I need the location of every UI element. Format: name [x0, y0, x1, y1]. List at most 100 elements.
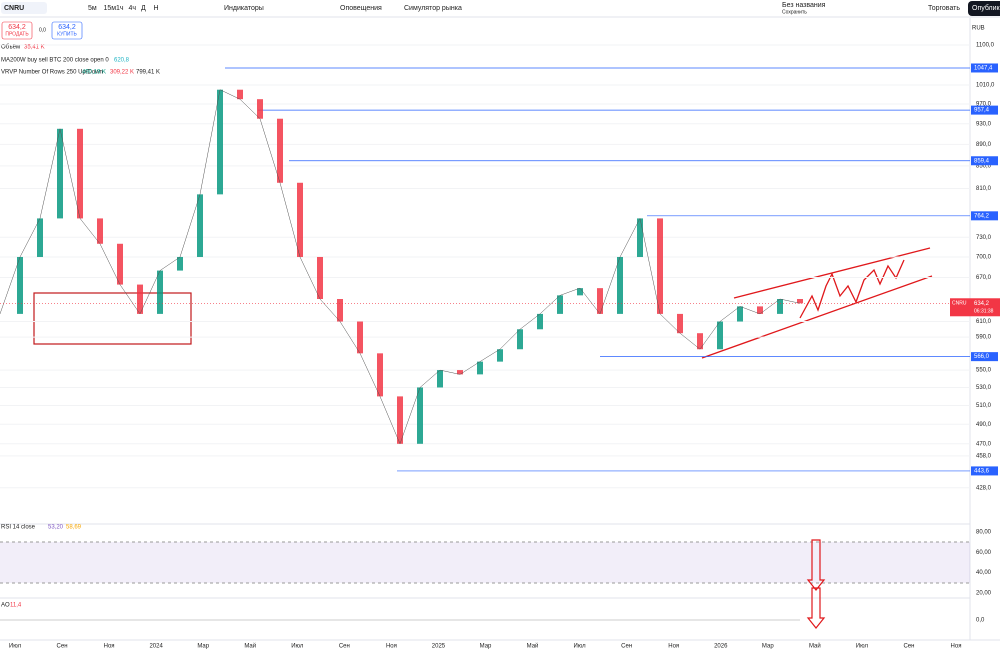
replay[interactable]: Симулятор рынка	[404, 5, 462, 12]
candle	[637, 218, 643, 257]
interval[interactable]: 15м	[104, 5, 117, 12]
price-label: 610,0	[976, 319, 992, 325]
candle	[797, 299, 803, 304]
candle	[337, 299, 343, 322]
level-tag	[971, 211, 998, 221]
vrvp-up: 490,19 K	[82, 70, 106, 76]
interval[interactable]: 5м	[88, 5, 97, 12]
vrvp-legend: VRVP Number Of Rows 250 Up/Down	[1, 70, 103, 76]
candle	[17, 256, 23, 314]
toolbar-bg	[0, 0, 1000, 17]
candle	[437, 370, 443, 388]
candle	[677, 313, 683, 334]
ao-label: 0,0	[976, 618, 985, 624]
rsi-label: 40,00	[976, 570, 992, 576]
time-label: Июл	[856, 644, 869, 650]
candle	[417, 387, 423, 444]
layout-status: Сохранить	[782, 9, 807, 15]
candle	[697, 333, 703, 350]
symbol[interactable]: CNRU	[4, 5, 24, 12]
candle	[117, 243, 123, 285]
candle	[237, 89, 243, 100]
price-label: 930,0	[976, 121, 992, 127]
candle	[197, 194, 203, 257]
price-label: 890,0	[976, 142, 992, 148]
time-label: 2025	[432, 644, 446, 650]
candle	[557, 295, 563, 314]
time-label: Ноя	[104, 644, 115, 650]
candle	[477, 361, 483, 375]
price-label: 428,0	[976, 485, 992, 491]
time-label: Мар	[762, 644, 774, 650]
level-label: 859,4	[974, 158, 990, 164]
interval[interactable]: 1ч	[116, 5, 124, 12]
trend-lower	[701, 275, 933, 359]
volume-legend: Объём	[1, 45, 20, 51]
price-label: 970,0	[976, 102, 992, 108]
candle	[77, 128, 83, 219]
time-label: 2026	[714, 644, 728, 650]
buy-btn[interactable]	[51, 21, 83, 40]
candle	[397, 396, 403, 444]
candle	[137, 284, 143, 314]
price-label: 810,0	[976, 186, 992, 192]
candle	[717, 321, 723, 350]
time-label: Май	[809, 643, 821, 650]
price-label: 510,0	[976, 403, 992, 409]
candle	[317, 256, 323, 300]
publish-btn[interactable]	[968, 1, 1000, 16]
price-label: 490,0	[976, 422, 992, 428]
buy-label[interactable]: КУПИТЬ	[57, 31, 77, 37]
publish[interactable]: Опубликовать	[972, 4, 1000, 12]
time-label: Сен	[339, 644, 350, 650]
price-line	[0, 89, 801, 445]
trade[interactable]: Торговать	[928, 5, 960, 12]
interval[interactable]: 4ч	[129, 5, 137, 12]
candle	[177, 256, 183, 271]
time-label: Ноя	[951, 644, 962, 650]
rsi-band	[0, 542, 970, 583]
layout-name[interactable]: Без названия	[782, 2, 826, 9]
candle	[777, 299, 783, 314]
alerts[interactable]: Оповещения	[340, 5, 382, 12]
candle	[357, 321, 363, 354]
level-label: 957,4	[974, 108, 990, 114]
price-label: 530,0	[976, 385, 992, 391]
time-label: Мар	[480, 644, 492, 650]
vrvp-total: 799,41 K	[136, 70, 160, 76]
time-label: Июл	[291, 644, 304, 650]
price-label: 700,0	[976, 255, 992, 261]
price-label: 590,0	[976, 335, 992, 341]
level-label: 1047,4	[974, 66, 993, 72]
candle	[377, 353, 383, 397]
forecast-path	[799, 259, 905, 319]
time-label: Мар	[197, 644, 209, 650]
sell-label[interactable]: ПРОДАТЬ	[5, 31, 29, 37]
candle	[757, 306, 763, 314]
candle	[617, 256, 623, 314]
countdown: 06:31:38	[974, 309, 994, 315]
last-symbol: CNRU	[952, 301, 967, 307]
interval[interactable]: Д	[141, 5, 146, 12]
symbol-box[interactable]	[1, 2, 47, 14]
volume-value: 35,41 K	[24, 45, 45, 51]
price-label: 850,0	[976, 163, 992, 169]
level-tag	[971, 105, 998, 115]
candle	[277, 118, 283, 183]
sell-price[interactable]: 634,2	[8, 24, 26, 31]
candle	[297, 182, 303, 257]
candle	[217, 89, 223, 195]
price-label: 670,0	[976, 275, 992, 281]
level-tag	[971, 352, 998, 362]
ma-value: 620,8	[114, 58, 130, 64]
indicators[interactable]: Индикаторы	[224, 5, 264, 12]
price-label: 458,0	[976, 454, 992, 460]
level-label: 764,2	[974, 213, 990, 219]
buy-price[interactable]: 634,2	[58, 24, 76, 31]
interval[interactable]: Н	[154, 5, 159, 12]
time-label: Июл	[574, 644, 587, 650]
sell-btn[interactable]	[1, 21, 33, 40]
time-label: Май	[244, 643, 256, 650]
